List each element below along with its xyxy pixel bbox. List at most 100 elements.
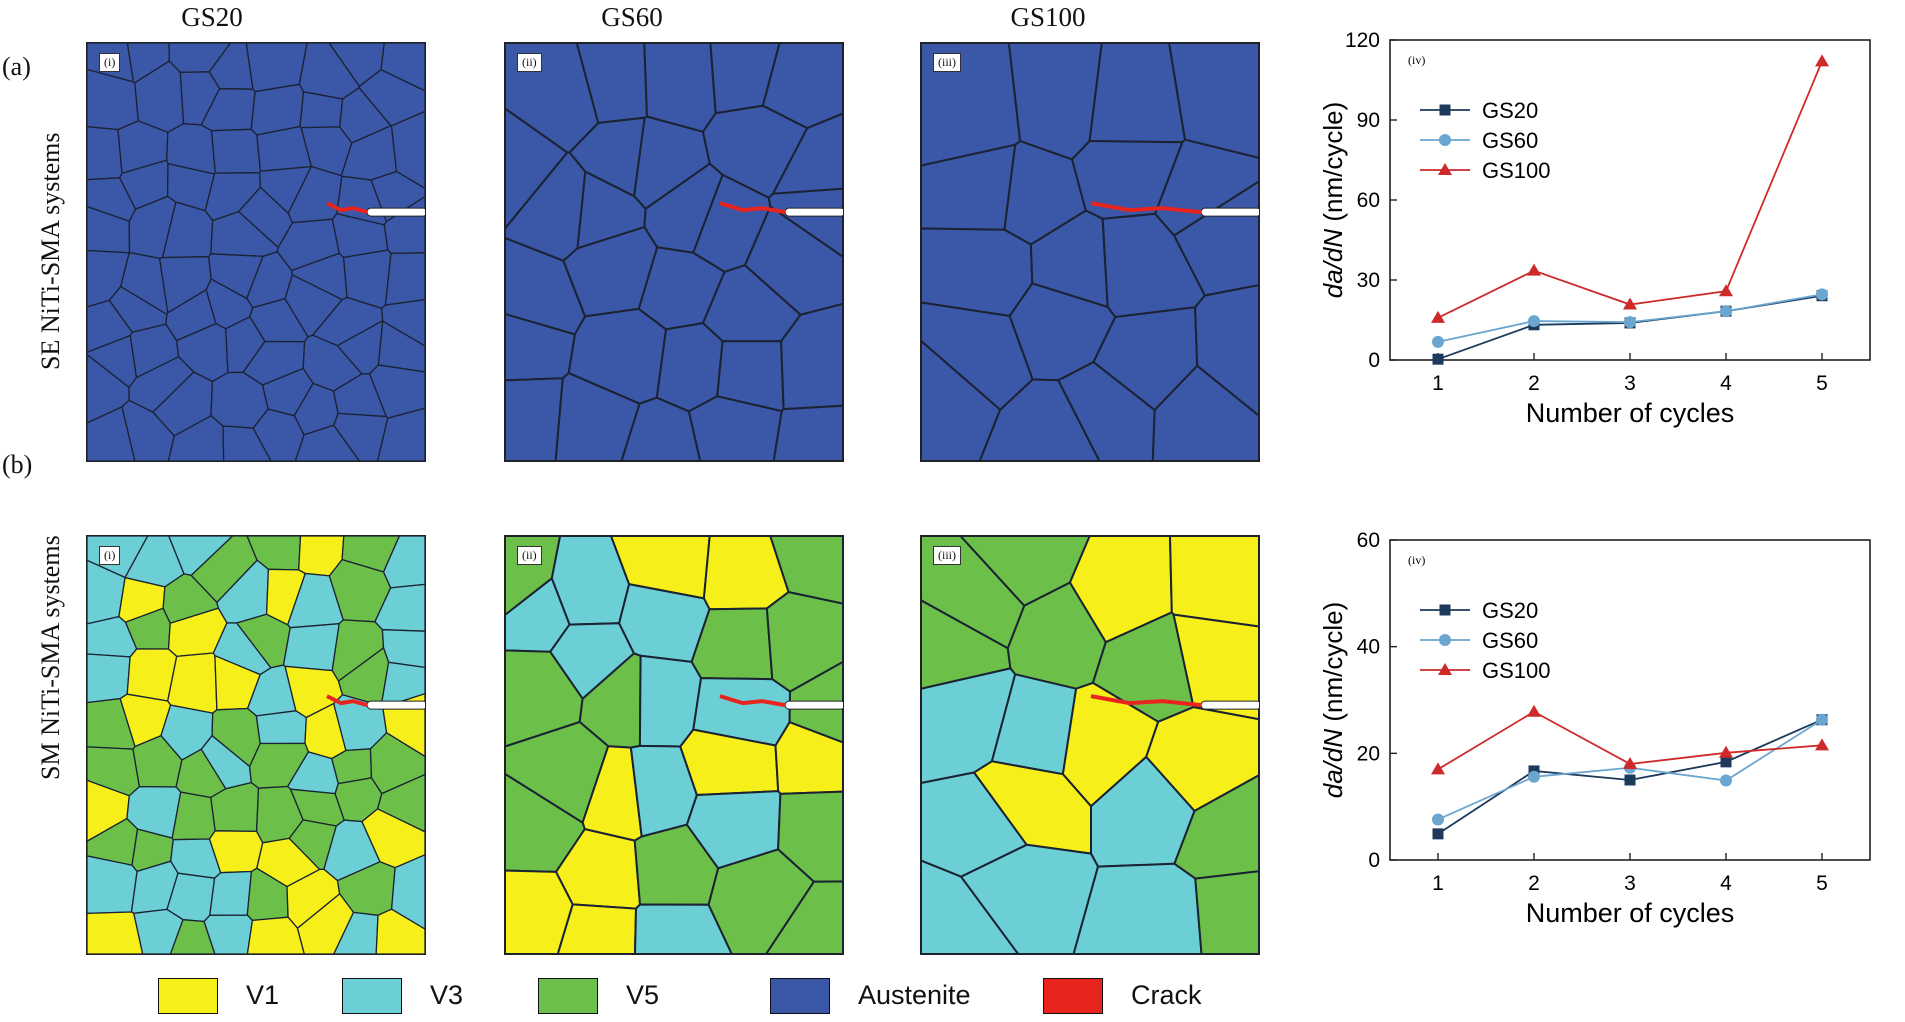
grain	[764, 880, 843, 954]
grain-map	[87, 43, 425, 461]
x-tick-label: 1	[1432, 872, 1444, 895]
x-tick-label: 4	[1720, 372, 1732, 395]
y-tick-label: 90	[1357, 109, 1380, 132]
x-tick-label: 3	[1624, 372, 1636, 395]
grain	[772, 404, 843, 461]
micro-sm-gs100: (iii)	[920, 535, 1260, 955]
grain	[1194, 870, 1259, 954]
x-tick-label: 3	[1624, 872, 1636, 895]
notch	[784, 207, 843, 217]
column-title-gs100: GS100	[1010, 2, 1086, 32]
x-axis-label: Number of cycles	[1526, 398, 1735, 428]
data-point-gs60	[1624, 316, 1636, 329]
legend-entry-gs60: GS60	[1482, 628, 1538, 653]
grain	[769, 536, 843, 605]
data-point-gs100	[1527, 263, 1541, 276]
plot-frame	[1389, 539, 1871, 861]
notch	[784, 700, 843, 710]
data-point-gs60	[1720, 305, 1732, 318]
y-tick-label: 30	[1357, 269, 1380, 292]
legend-marker-gs20	[1439, 104, 1451, 116]
y-tick-label: 120	[1345, 29, 1380, 52]
data-point-gs100	[1623, 757, 1637, 769]
row-tag-a: (a)	[2, 52, 31, 81]
data-point-gs60	[1432, 813, 1444, 826]
panel-tag: (i)	[99, 53, 121, 72]
micro-se-gs100: (iii)	[920, 42, 1260, 462]
y-tick-label: 20	[1357, 742, 1380, 765]
data-point-gs100	[1719, 284, 1733, 297]
data-point-gs60	[1432, 335, 1444, 348]
crack-path	[326, 201, 368, 215]
legend-entry-gs100: GS100	[1482, 158, 1551, 183]
legend-marker-gs100	[1438, 663, 1452, 675]
notch	[366, 700, 425, 710]
grain	[87, 855, 138, 915]
data-point-gs60	[1816, 288, 1828, 301]
grain-map	[921, 43, 1259, 461]
row-tag-b: (b)	[2, 450, 33, 479]
data-point-gs100	[1815, 738, 1829, 751]
legend: V1 V3 V5 Austenite Crack	[0, 976, 1300, 1016]
y-axis-label: da/dN (nm/cycle)	[1318, 602, 1348, 799]
x-tick-label: 5	[1816, 872, 1828, 895]
grain	[743, 205, 843, 316]
data-point-gs60	[1528, 770, 1540, 783]
grain	[780, 302, 843, 411]
grain	[556, 903, 638, 954]
data-point-gs20	[1720, 756, 1732, 768]
row-label-se: SE NiTi-SMA systems	[36, 132, 65, 370]
legend-entry-gs20: GS20	[1482, 598, 1538, 623]
legend-label: V1	[246, 980, 280, 1010]
legend-marker-gs100	[1438, 163, 1452, 175]
legend-marker-gs20	[1439, 604, 1451, 616]
crack-path	[1090, 201, 1202, 215]
legend-swatch	[1043, 978, 1103, 1014]
grain	[375, 908, 425, 954]
grain	[210, 128, 262, 174]
crack-growth-chart-se: 1 2 3 4 5 0 30 60 90 120 Number of cycles da/dN (nm…	[1318, 29, 1871, 428]
crack-path	[719, 201, 786, 215]
legend-swatch	[770, 978, 830, 1014]
legend-label: V3	[430, 980, 464, 1010]
grain	[282, 622, 340, 672]
micro-se-gs20: (i)	[86, 42, 426, 462]
panel-tag: (i)	[99, 546, 121, 565]
plot-frame	[1389, 39, 1871, 361]
y-tick-label: 60	[1357, 189, 1380, 212]
crack-path	[719, 694, 786, 708]
data-point-gs100	[1527, 704, 1541, 717]
grain	[384, 252, 425, 306]
grain	[255, 710, 307, 745]
legend-entry-gs60: GS60	[1482, 128, 1538, 153]
grain	[380, 43, 425, 92]
grain-map	[921, 536, 1259, 954]
grain	[921, 227, 1034, 318]
x-tick-label: 1	[1432, 372, 1444, 395]
crack-path	[1090, 694, 1202, 708]
x-tick-label: 2	[1528, 872, 1540, 895]
x-tick-label: 2	[1528, 372, 1540, 395]
grain	[1168, 43, 1259, 159]
data-point-gs100	[1815, 54, 1829, 67]
panel-tag: (iii)	[933, 53, 961, 72]
grain	[237, 186, 294, 249]
notch	[366, 207, 425, 217]
legend-swatch	[538, 978, 598, 1014]
grain	[505, 377, 564, 461]
micro-sm-gs60: (ii)	[504, 535, 844, 955]
data-point-gs20	[1624, 774, 1636, 786]
panel-tag: (iii)	[933, 546, 961, 565]
notch	[1200, 207, 1259, 217]
legend-label: Austenite	[858, 980, 971, 1010]
x-tick-label: 5	[1816, 372, 1828, 395]
grain	[299, 91, 344, 129]
x-axis-label: Number of cycles	[1526, 898, 1735, 928]
grain	[87, 653, 131, 704]
grain	[167, 652, 218, 714]
data-point-gs20	[1432, 353, 1444, 365]
grain	[1151, 364, 1259, 461]
grain	[209, 870, 253, 916]
legend-marker-gs60	[1439, 134, 1451, 146]
chart-tag: (iv)	[1408, 553, 1425, 567]
